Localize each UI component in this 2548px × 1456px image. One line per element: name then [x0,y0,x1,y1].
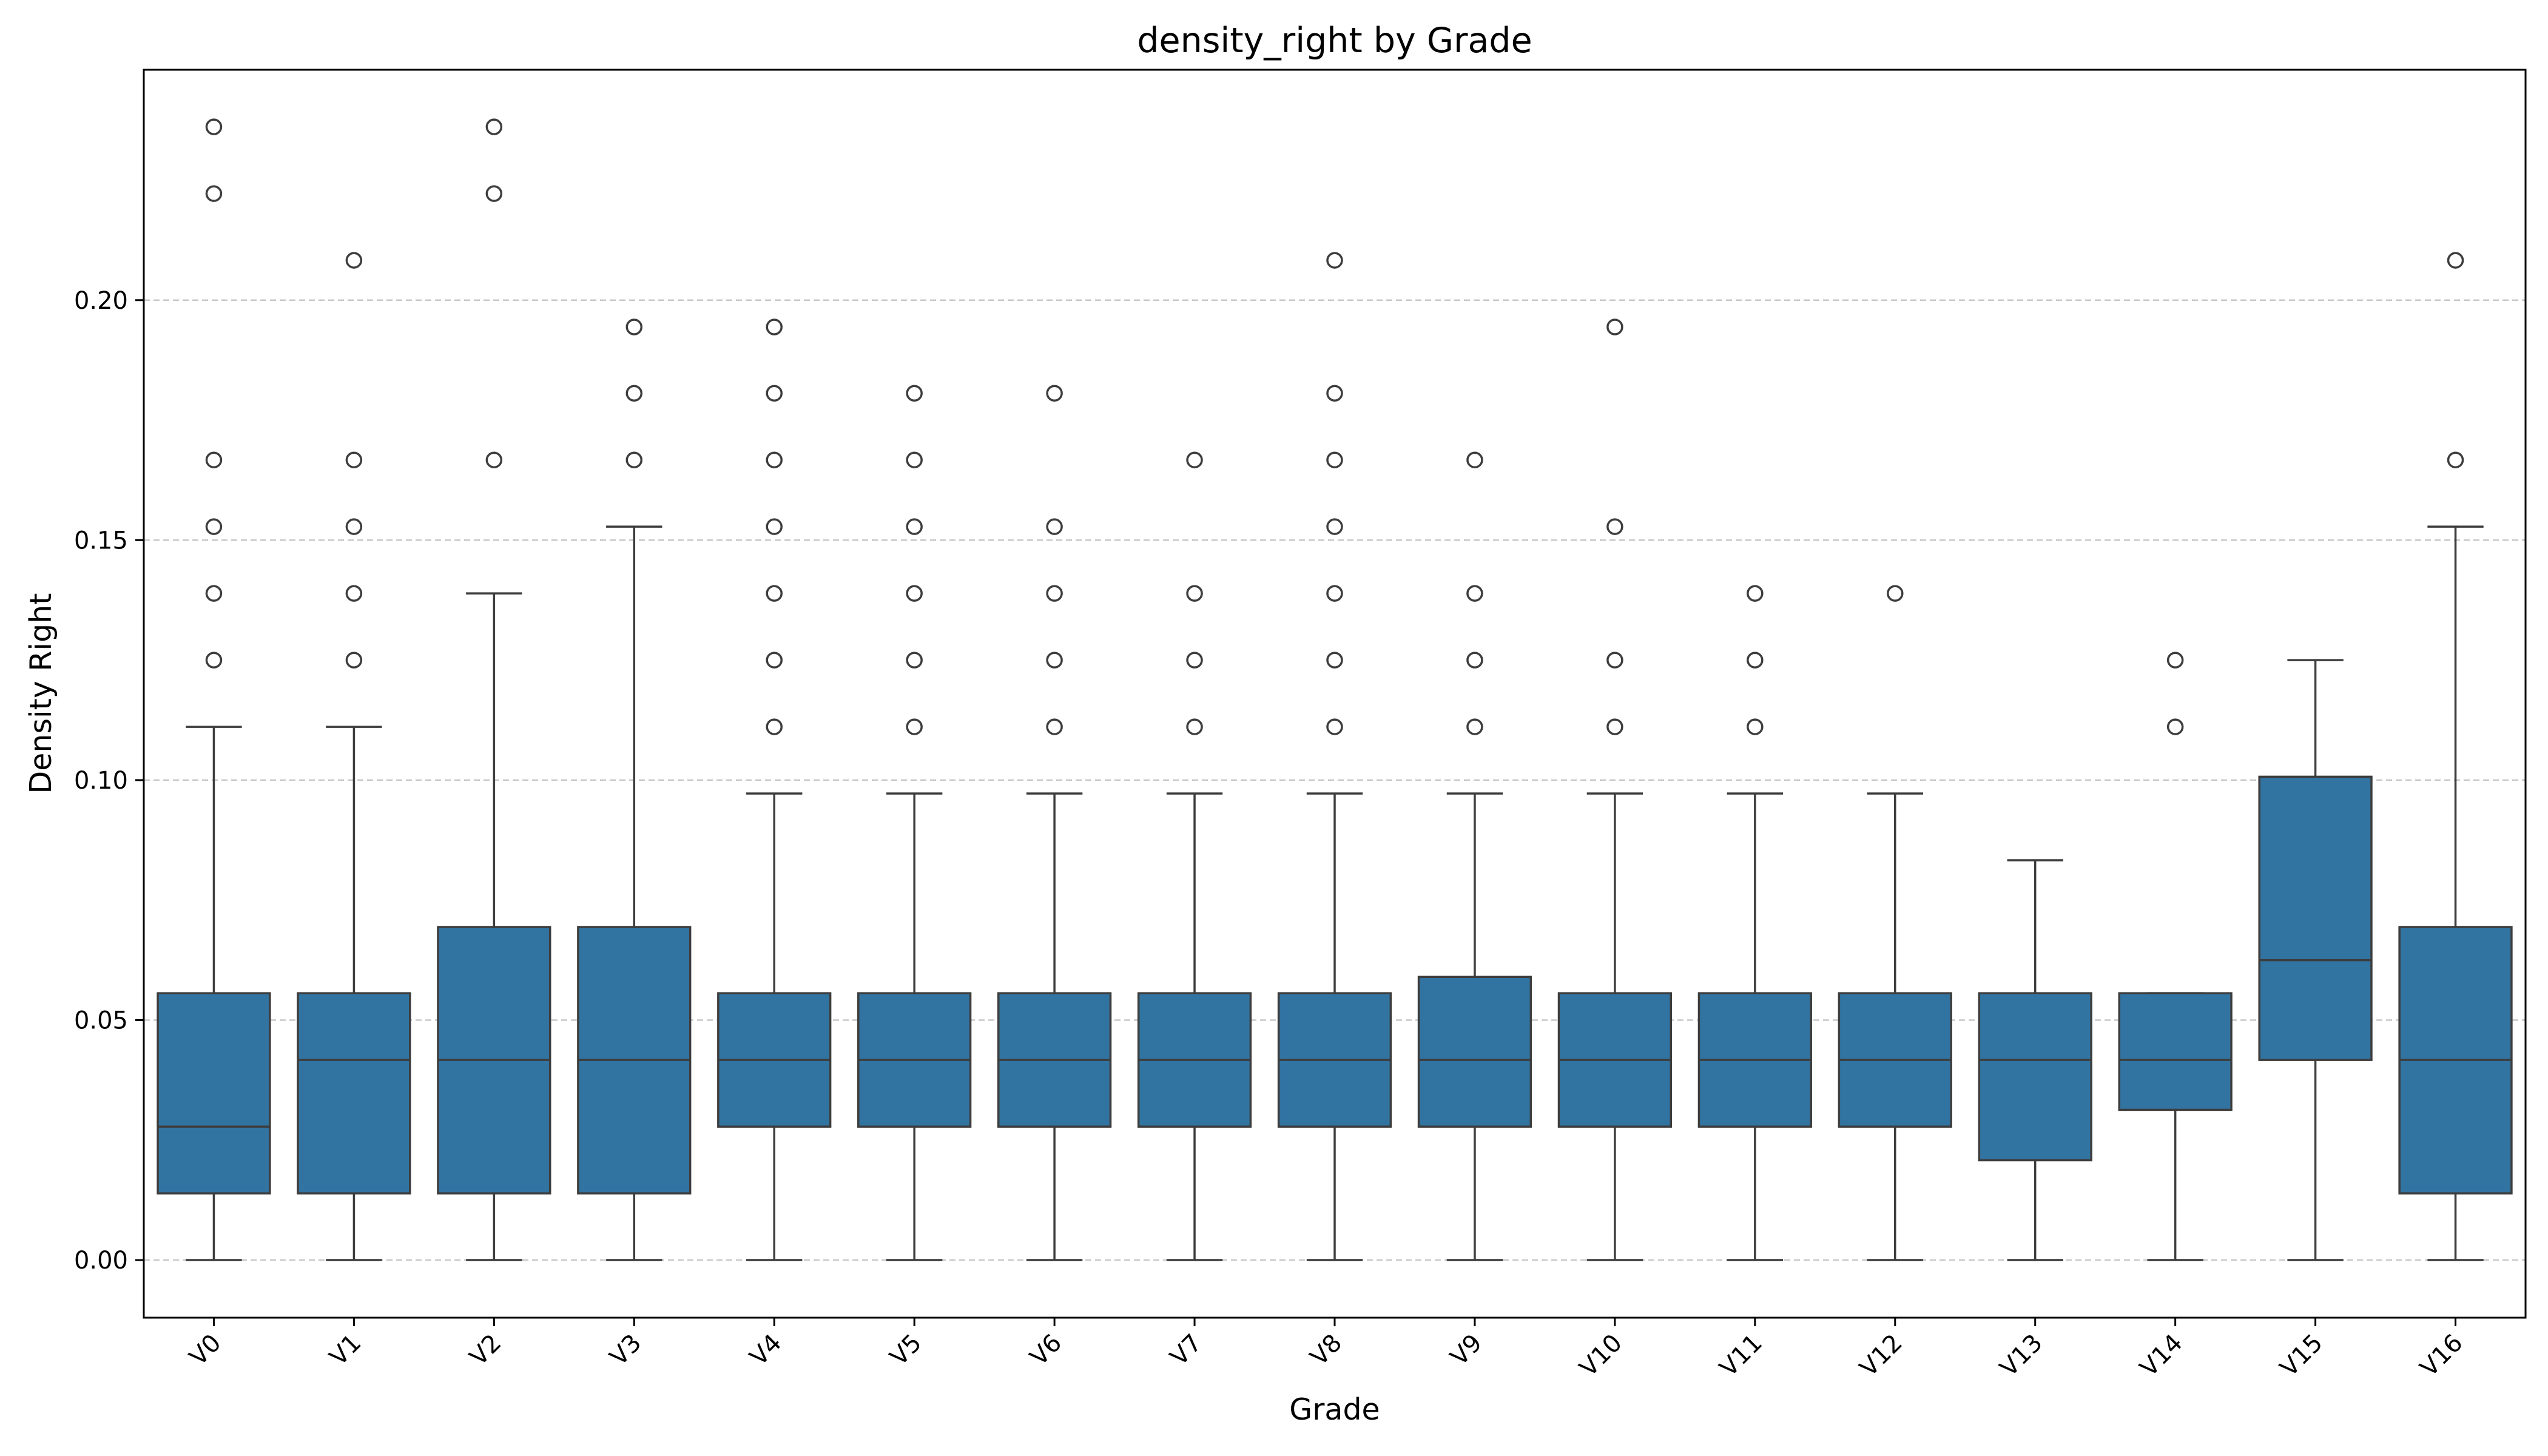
outlier-point [2447,252,2464,269]
outlier-point [1046,718,1063,735]
iqr-box [1978,992,2092,1162]
box-V3 [577,318,692,1261]
outlier-point [485,118,503,135]
outlier-point [766,718,783,735]
outlier-point [906,585,923,602]
outlier-point [906,451,923,468]
iqr-box [297,992,411,1195]
outlier-point [906,652,923,669]
outlier-point [485,185,503,202]
outlier-point [1046,385,1063,402]
box-V5 [857,385,972,1261]
box-V12 [1838,585,1952,1261]
outlier-point [345,652,363,669]
box-series [157,118,2513,1261]
outlier-point [2447,451,2464,468]
outlier-point [2166,718,2184,735]
outlier-point [1186,652,1203,669]
outlier-point [1326,585,1343,602]
box-V7 [1137,451,1252,1261]
outlier-point [766,318,783,335]
outlier-point [205,118,223,135]
y-tick-label: 0.05 [74,1006,128,1034]
outlier-point [1466,652,1483,669]
outlier-point [1606,652,1623,669]
outlier-point [1046,518,1063,535]
iqr-box [1417,976,1532,1128]
outlier-point [485,451,503,468]
outlier-point [205,652,223,669]
outlier-point [345,252,363,269]
outlier-point [906,718,923,735]
y-tick-label: 0.00 [74,1247,128,1275]
iqr-box [2258,775,2373,1061]
box-V4 [717,318,832,1261]
outlier-point [1186,451,1203,468]
outlier-point [1186,585,1203,602]
outlier-point [345,585,363,602]
outlier-point [625,385,643,402]
outlier-point [205,518,223,535]
outlier-point [1606,518,1623,535]
box-V16 [2398,252,2513,1261]
outlier-point [345,518,363,535]
box-V15 [2258,659,2373,1261]
chart-title: density_right by Grade [1137,21,1532,61]
outlier-point [1466,718,1483,735]
outlier-point [1326,252,1343,269]
box-V6 [997,385,1112,1261]
box-V1 [297,252,411,1261]
box-V8 [1277,252,1392,1261]
outlier-point [1466,585,1483,602]
outlier-point [1046,585,1063,602]
outlier-point [766,451,783,468]
outlier-point [906,385,923,402]
outlier-point [1887,585,1904,602]
outlier-point [1326,385,1343,402]
outlier-point [1326,518,1343,535]
outlier-point [1326,451,1343,468]
outlier-point [1747,585,1764,602]
iqr-box [2118,992,2233,1111]
outlier-point [906,518,923,535]
outlier-point [1046,652,1063,669]
outlier-point [1326,652,1343,669]
outlier-point [625,451,643,468]
outlier-point [205,585,223,602]
y-tick-label: 0.15 [74,527,128,554]
outlier-point [1747,652,1764,669]
box-V11 [1697,585,1812,1261]
outlier-point [2166,652,2184,669]
box-V10 [1557,318,1673,1261]
outlier-point [1606,318,1623,335]
x-axis-label: Grade [1289,1392,1380,1427]
outlier-point [766,385,783,402]
outlier-point [1747,718,1764,735]
outlier-point [1606,718,1623,735]
outlier-point [1326,718,1343,735]
box-V9 [1417,451,1532,1261]
box-V0 [157,118,271,1261]
outlier-point [766,652,783,669]
outlier-point [205,451,223,468]
box-V14 [2118,652,2233,1261]
outlier-point [345,451,363,468]
y-tick-label: 0.10 [74,767,128,795]
y-axis-ticks: 0.00 0.05 0.10 0.15 0.20 [74,287,144,1275]
outlier-point [205,185,223,202]
outlier-point [766,518,783,535]
box-V2 [437,118,551,1261]
y-tick-label: 0.20 [74,287,128,315]
outlier-point [766,585,783,602]
box-V13 [1978,859,2092,1261]
outlier-point [625,318,643,335]
iqr-box [157,992,271,1195]
outlier-point [1466,451,1483,468]
y-axis-label: Density Right [24,593,58,794]
outlier-point [1186,718,1203,735]
